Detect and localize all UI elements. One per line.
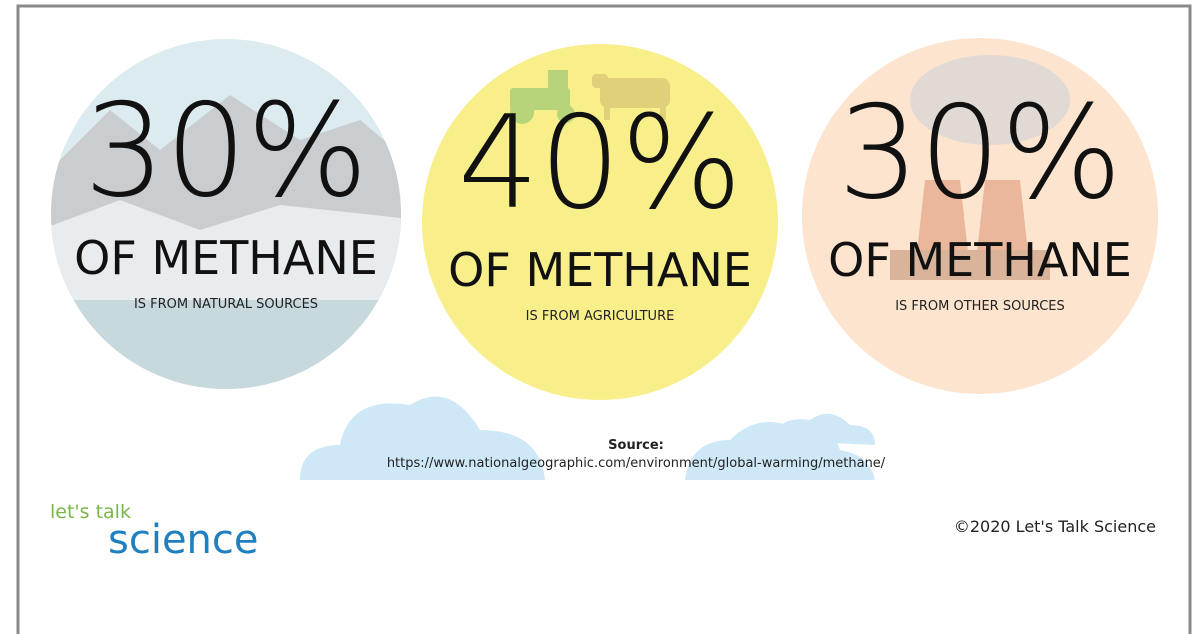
source-label: Source:	[608, 438, 664, 453]
percent: 30%	[84, 77, 369, 226]
percent: 40%	[458, 89, 743, 238]
heading: OF METHANE	[828, 233, 1132, 287]
percent: 30%	[838, 79, 1123, 228]
logo-bottom: science	[108, 517, 259, 563]
caption: IS FROM OTHER SOURCES	[895, 299, 1065, 314]
copyright: ©2020 Let's Talk Science	[954, 517, 1156, 536]
heading: OF METHANE	[74, 231, 378, 285]
caption: IS FROM NATURAL SOURCES	[134, 297, 318, 312]
caption: IS FROM AGRICULTURE	[526, 309, 675, 324]
source-url: https://www.nationalgeographic.com/envir…	[387, 456, 886, 471]
heading: OF METHANE	[448, 243, 752, 297]
infographic: 30%OF METHANEIS FROM NATURAL SOURCES40%O…	[0, 0, 1199, 634]
